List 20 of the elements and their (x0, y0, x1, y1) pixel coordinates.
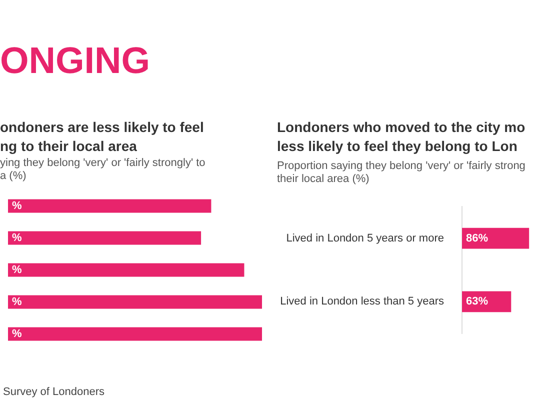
text: Survey of Londoners (3, 386, 105, 398)
y-tick-label: Lived in London less than 5 years (280, 296, 444, 308)
y-tick-label: Lived in London 5 years or more (286, 232, 444, 244)
annotation: % (12, 232, 22, 244)
chart-title: Londoners who moved to the city mo less likely to feel they belong to Lon (277, 118, 526, 156)
bar (8, 231, 202, 245)
chart-subtitle: Proportion saying they belong 'very' or 'fairly strong their local area (%) (277, 160, 526, 186)
data-label: 86% (466, 232, 488, 244)
annotation: % (12, 200, 22, 212)
data-label: 63% (466, 296, 488, 308)
bar (8, 327, 262, 341)
chart-title: ondoners are less likely to feel ng to their local area (0, 118, 204, 156)
bar (8, 295, 262, 309)
annotation: % (12, 328, 22, 340)
bar (8, 263, 244, 277)
annotation: % (12, 264, 22, 276)
annotation: % (12, 296, 22, 308)
bar (8, 199, 212, 213)
chart-subtitle: ying they belong 'very' or 'fairly strongly' to a (%) (0, 157, 206, 183)
text: ONGING (0, 40, 150, 82)
